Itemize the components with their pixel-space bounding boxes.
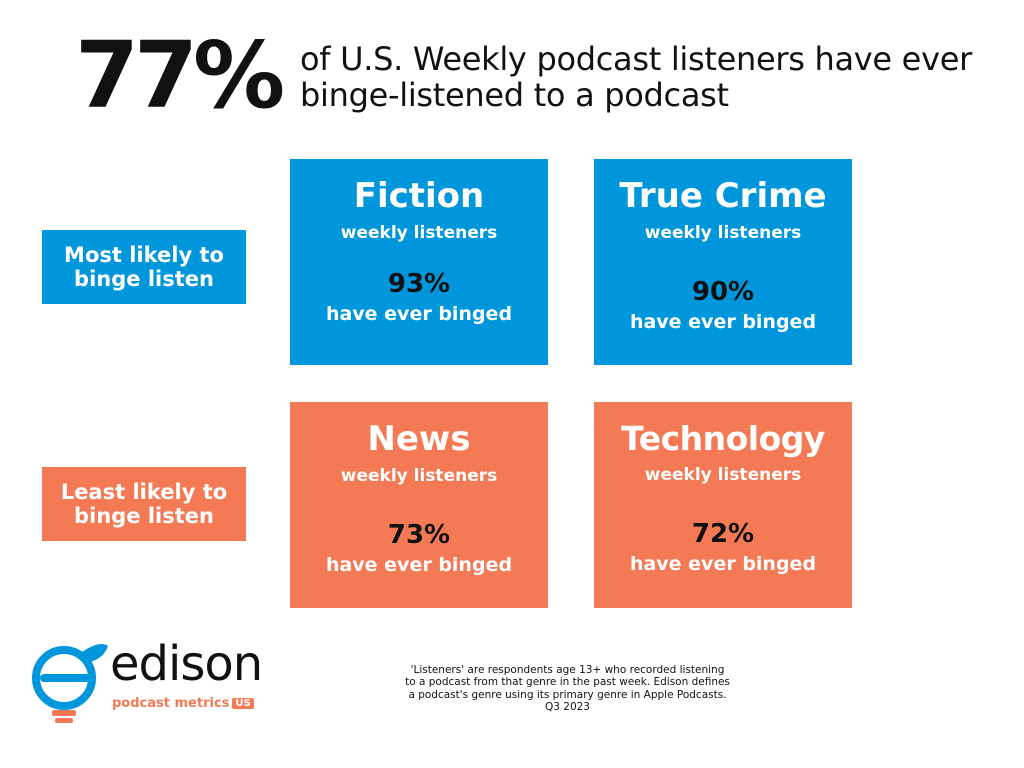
card-news: News weekly listeners 73% have ever bing…: [290, 402, 548, 608]
card-genre: True Crime: [619, 176, 827, 216]
edison-logo: edison podcast metrics US: [30, 636, 263, 728]
headline-percent: 77%: [75, 22, 285, 129]
card-subtitle: weekly listeners: [340, 466, 498, 486]
logo-badge: US: [232, 698, 254, 709]
least-likely-label-text: Least likely to binge listen: [60, 479, 228, 528]
most-likely-label: Most likely to binge listen: [42, 230, 246, 304]
card-subtitle: weekly listeners: [340, 223, 498, 243]
card-genre: Fiction: [353, 176, 485, 216]
card-fiction: Fiction weekly listeners 93% have ever b…: [290, 159, 548, 365]
edison-bulb-icon: [32, 644, 108, 723]
card-subtitle: weekly listeners: [644, 223, 802, 243]
logo-tagline-text: podcast metrics: [112, 696, 230, 711]
card-binged-text: have ever binged: [325, 303, 513, 325]
card-genre: Technology: [621, 419, 825, 458]
card-true-crime: True Crime weekly listeners 90% have eve…: [594, 159, 852, 365]
card-genre: News: [367, 419, 471, 459]
footnote: 'Listeners' are respondents age 13+ who …: [405, 664, 730, 714]
card-percent: 93%: [387, 269, 451, 299]
least-likely-label: Least likely to binge listen: [42, 467, 246, 541]
logo-tagline: podcast metrics US: [112, 696, 254, 711]
logo-name: edison: [110, 636, 263, 692]
card-percent: 73%: [387, 520, 451, 550]
headline-text: of U.S. Weekly podcast listeners have ev…: [300, 40, 972, 114]
card-binged-text: have ever binged: [629, 553, 817, 575]
card-percent: 90%: [691, 277, 755, 307]
card-percent: 72%: [691, 519, 755, 549]
card-binged-text: have ever binged: [325, 554, 513, 576]
card-binged-text: have ever binged: [629, 311, 817, 333]
most-likely-label-text: Most likely to binge listen: [64, 242, 224, 291]
card-technology: Technology weekly listeners 72% have eve…: [594, 402, 852, 608]
card-subtitle: weekly listeners: [644, 465, 802, 485]
